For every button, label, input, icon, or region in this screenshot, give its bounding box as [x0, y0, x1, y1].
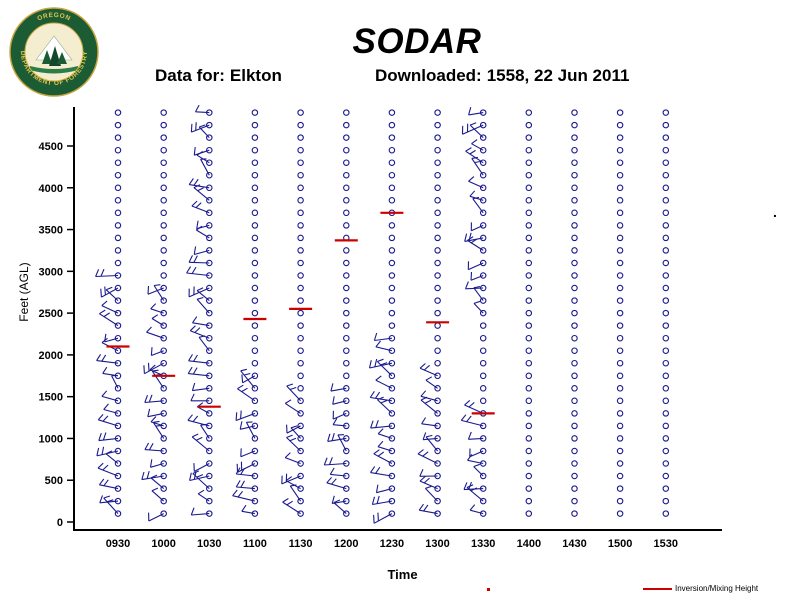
x-axis-label: Time	[387, 567, 418, 582]
y-tick-label: 2500	[39, 308, 63, 320]
inversion-marks	[106, 211, 495, 415]
downloaded: Downloaded: 1558, 22 Jun 2011	[375, 66, 629, 86]
x-tick-label: 1030	[197, 538, 221, 550]
x-tick-label: 0930	[106, 538, 130, 550]
y-axis-label: Feet (AGL)	[17, 262, 31, 322]
x-tick-label: 1130	[289, 538, 313, 550]
x-tick-label: 1000	[151, 538, 175, 550]
x-tick-label: 1200	[334, 538, 358, 550]
y-tick-label: 1500	[39, 392, 63, 404]
y-tick-label: 3000	[39, 266, 63, 278]
downloaded-label: Downloaded:	[375, 66, 482, 85]
x-tick-label: 1530	[654, 538, 678, 550]
x-tick-label: 1500	[608, 538, 632, 550]
page-title: SODAR	[352, 22, 482, 61]
logo-ground	[30, 66, 78, 74]
y-tick-label: 0	[57, 517, 63, 529]
x-tick-label: 1100	[243, 538, 267, 550]
logo-tree-icon	[57, 52, 67, 64]
logo-tree-icon	[42, 50, 52, 64]
y-tick-label: 4500	[39, 141, 63, 153]
data-for: Data for: Elkton	[155, 66, 282, 86]
y-tick-label: 3500	[39, 225, 63, 237]
legend-label: Inversion/Mixing Height	[675, 584, 759, 593]
x-tick-label: 1300	[425, 538, 449, 550]
logo-top-text: OREGON	[36, 12, 71, 23]
y-tick-label: 4000	[39, 183, 63, 195]
odf-logo: OREGON DEPARTMENT OF FORESTRY	[9, 7, 99, 97]
red-speck	[487, 588, 490, 591]
x-tick-label: 1400	[517, 538, 541, 550]
y-tick-label: 500	[45, 475, 63, 487]
wind-barbs	[95, 104, 670, 524]
axes: 0 500 1000 1500 2000 2500 3000 3500 4000 4500 0930…	[39, 107, 722, 550]
y-tick-label: 2000	[39, 350, 63, 362]
stray-dot: .	[773, 204, 777, 220]
x-tick-label: 1430	[562, 538, 586, 550]
x-tick-label: 1230	[380, 538, 404, 550]
station-name: Elkton	[229, 66, 282, 85]
y-tick-label: 1000	[39, 433, 63, 445]
logo-tree-icon	[49, 46, 61, 66]
x-tick-label: 1330	[471, 538, 495, 550]
inversion-line-icon	[643, 587, 672, 590]
downloaded-value: 1558, 22 Jun 2011	[486, 66, 630, 85]
data-for-label: Data for:	[155, 66, 225, 85]
legend: Inversion/Mixing Height	[643, 584, 758, 593]
